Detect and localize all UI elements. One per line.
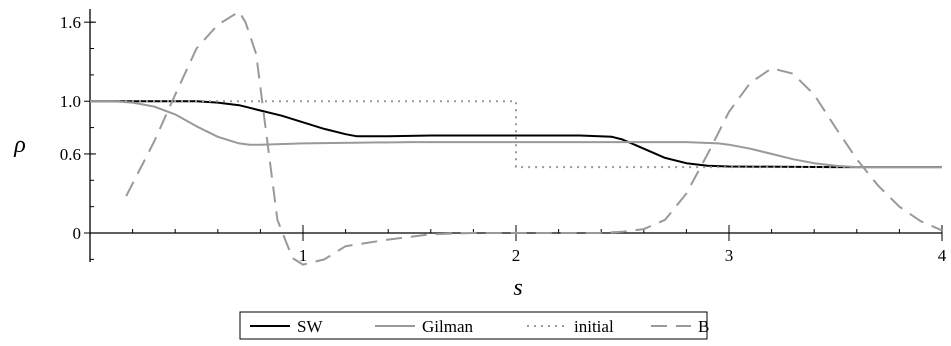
- y-tick-label: 1.0: [60, 92, 81, 111]
- legend-items: SW Gilman initial B: [250, 317, 709, 336]
- y-axis-label: ρ: [13, 132, 26, 158]
- legend-label-b: B: [698, 317, 709, 336]
- series-line-b: [125, 10, 943, 266]
- x-tick-label: 1: [299, 246, 308, 265]
- legend-label-gilman: Gilman: [422, 317, 473, 336]
- x-tick-label: 4: [938, 246, 947, 265]
- x-ticks: 1 2 3 4: [132, 225, 947, 265]
- series-line-sw: [90, 100, 942, 169]
- x-axis-label: s: [513, 275, 522, 301]
- legend-box: [239, 311, 708, 340]
- y-tick-label: 1.6: [60, 13, 81, 32]
- legend-label-initial: initial: [574, 317, 614, 336]
- legend-label-sw: SW: [297, 317, 323, 336]
- y-tick-label: 0.6: [60, 145, 81, 164]
- x-tick-label: 2: [512, 246, 521, 265]
- axes: 1 2 3 4 0 0.6 1.0 1.6: [60, 9, 947, 265]
- series-line-initial: [90, 100, 942, 169]
- y-tick-label: 0: [73, 224, 82, 243]
- series-line-gilman: [90, 100, 942, 169]
- legend: SW Gilman initial B: [239, 311, 709, 340]
- x-tick-label: 3: [725, 246, 734, 265]
- series-lines: [90, 10, 943, 266]
- y-ticks: 0 0.6 1.0 1.6: [60, 13, 96, 260]
